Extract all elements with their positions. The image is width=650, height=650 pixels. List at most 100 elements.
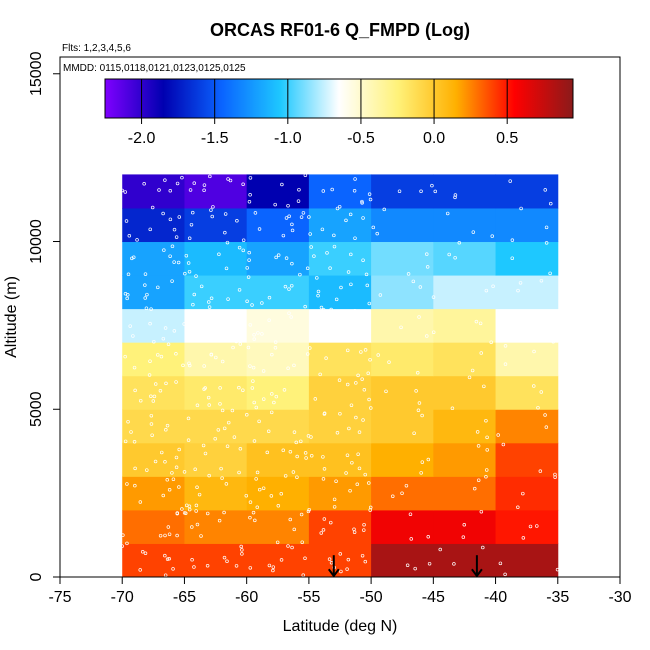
heatmap-cell (308, 509, 372, 544)
sample-point (321, 477, 326, 481)
sample-point (287, 214, 291, 219)
sample-point (166, 342, 171, 346)
sample-point (131, 334, 135, 338)
heatmap-cell (122, 207, 185, 243)
colorbar-tick-label: 0.0 (423, 130, 445, 147)
sample-point (129, 430, 133, 434)
colorbar-tick-label: -1.5 (201, 130, 229, 147)
sample-point (536, 405, 540, 410)
sample-point (292, 430, 297, 434)
sample-point (275, 540, 280, 545)
sample-point (484, 288, 489, 293)
sample-point (345, 348, 350, 353)
sample-point (151, 399, 156, 403)
heatmap-cell (371, 442, 434, 477)
sample-point (320, 227, 325, 232)
heatmap-cells (122, 174, 559, 578)
sample-point (235, 218, 239, 223)
sample-point (399, 325, 403, 330)
heatmap-cell (246, 241, 310, 276)
sample-point (194, 503, 199, 508)
sample-point (202, 364, 206, 368)
heatmap-cell (371, 308, 434, 343)
sample-point (177, 447, 181, 452)
sample-point (353, 177, 357, 181)
sample-point (309, 245, 313, 249)
heatmap-cell (371, 275, 434, 310)
sample-point (202, 188, 206, 193)
sample-point (225, 312, 229, 316)
sample-point (252, 439, 257, 443)
sample-point (207, 473, 211, 478)
sample-point (248, 323, 253, 327)
sample-point (283, 284, 288, 289)
sample-point (347, 426, 351, 431)
sample-point (121, 533, 125, 537)
sample-point (174, 465, 179, 470)
sample-point (544, 425, 549, 429)
sample-point (360, 326, 364, 331)
sample-point (226, 420, 231, 425)
sample-point (0, 483, 2, 487)
sample-point (189, 222, 194, 227)
x-axis-label: Latitude (deg N) (283, 618, 398, 635)
sample-point (0, 311, 2, 316)
sample-point (438, 547, 442, 552)
sample-point (321, 528, 326, 532)
plot-frame (59, 56, 621, 578)
sample-point (158, 389, 163, 393)
sample-point (175, 511, 180, 515)
sample-point (479, 509, 484, 514)
sample-point (0, 478, 2, 483)
sample-point (315, 276, 319, 280)
sample-point (220, 359, 225, 364)
sample-point (391, 494, 395, 498)
sample-point (246, 345, 251, 350)
sample-point (543, 188, 548, 192)
sample-point (303, 451, 308, 455)
sample-point (164, 381, 168, 386)
heatmap-cell (246, 174, 310, 209)
sample-point (0, 269, 2, 273)
sample-point (216, 312, 220, 317)
sample-point (412, 431, 416, 435)
sample-point (148, 321, 152, 326)
sample-point (280, 182, 284, 187)
sample-point (362, 528, 366, 532)
heatmap-cell (371, 509, 434, 544)
sample-point (274, 255, 278, 260)
sample-point (0, 288, 2, 292)
sample-point (419, 189, 423, 194)
sample-point (339, 569, 343, 574)
sample-point (290, 228, 295, 233)
heatmap-cell (308, 476, 372, 511)
sample-point (361, 258, 365, 262)
sample-point (273, 202, 277, 207)
heatmap-cell (495, 442, 559, 477)
sample-point (220, 408, 225, 413)
sample-point (295, 475, 299, 479)
sample-point (0, 215, 2, 220)
sample-point (0, 400, 2, 404)
sample-point (474, 319, 479, 324)
x-tick-label: -30 (608, 589, 631, 606)
sample-point (290, 261, 294, 266)
arrows (327, 555, 483, 578)
sample-point (261, 486, 266, 490)
sample-point (414, 389, 418, 393)
sample-point (334, 479, 338, 483)
heatmap-cell (184, 275, 248, 310)
sample-point (352, 527, 356, 532)
sample-point (369, 406, 373, 410)
sample-point (289, 283, 294, 288)
sample-point (292, 527, 297, 532)
sample-point (159, 354, 164, 359)
sample-point (193, 467, 197, 471)
sample-point (354, 381, 358, 385)
sample-point (222, 555, 227, 560)
sample-point (205, 563, 210, 568)
sample-point (319, 305, 324, 310)
x-tick-label: -60 (235, 589, 258, 606)
sample-point (400, 491, 404, 496)
sample-point (362, 388, 367, 392)
